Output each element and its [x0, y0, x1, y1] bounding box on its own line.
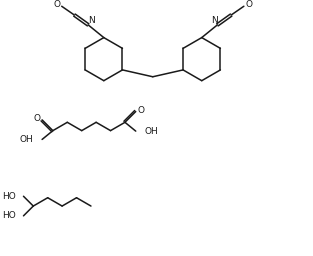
Text: OH: OH — [19, 135, 33, 144]
Text: O: O — [34, 114, 41, 123]
Text: N: N — [211, 16, 218, 25]
Text: HO: HO — [2, 192, 16, 201]
Text: O: O — [53, 0, 60, 9]
Text: O: O — [137, 106, 144, 115]
Text: N: N — [88, 16, 95, 25]
Text: OH: OH — [145, 127, 158, 136]
Text: O: O — [245, 0, 252, 9]
Text: HO: HO — [2, 211, 16, 220]
